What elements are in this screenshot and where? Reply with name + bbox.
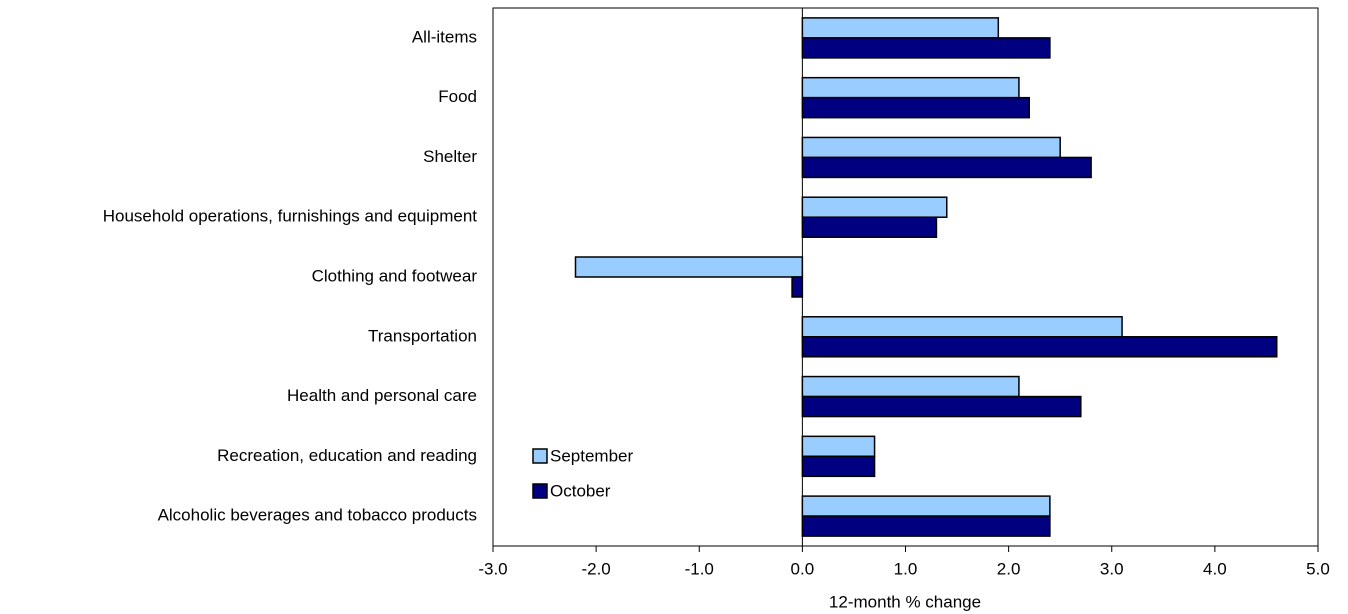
bar <box>574 256 804 278</box>
category-label: Transportation <box>368 326 477 345</box>
category-label: Health and personal care <box>287 386 477 405</box>
bar <box>801 216 938 238</box>
bar <box>791 276 804 298</box>
bar <box>801 435 876 458</box>
bar <box>801 17 1000 39</box>
x-tick-label: 3.0 <box>1100 559 1124 578</box>
x-tick-label: -2.0 <box>581 559 610 578</box>
x-axis-label: 12-month % change <box>829 592 981 611</box>
category-label: Shelter <box>423 147 477 166</box>
x-tick-label: 4.0 <box>1203 559 1227 578</box>
category-label: Alcoholic beverages and tobacco products <box>158 506 477 525</box>
bar <box>801 196 948 218</box>
bar <box>801 136 1061 159</box>
x-tick-label: 2.0 <box>997 559 1021 578</box>
bar <box>801 495 1051 517</box>
bar <box>801 96 1030 119</box>
x-tick-label: 0.0 <box>791 559 815 578</box>
category-label: Recreation, education and reading <box>217 446 477 465</box>
category-label: Food <box>438 87 477 106</box>
legend-label: October <box>550 481 611 500</box>
category-label: Clothing and footwear <box>312 266 478 285</box>
bar <box>801 336 1278 358</box>
bar <box>801 316 1123 338</box>
bar <box>801 156 1092 179</box>
bar <box>801 455 876 478</box>
legend-swatch <box>532 448 548 464</box>
bar <box>801 515 1051 537</box>
x-tick-label: -1.0 <box>685 559 714 578</box>
category-label: All-items <box>412 27 477 46</box>
x-tick-label: 1.0 <box>894 559 918 578</box>
bar <box>801 76 1020 99</box>
x-tick-label: 5.0 <box>1306 559 1330 578</box>
category-label: Household operations, furnishings and eq… <box>103 207 478 226</box>
legend-label: September <box>550 446 633 465</box>
bar <box>801 375 1020 398</box>
bar <box>801 37 1051 59</box>
bar <box>801 395 1082 418</box>
legend-swatch <box>532 483 548 499</box>
x-tick-label: -3.0 <box>478 559 507 578</box>
